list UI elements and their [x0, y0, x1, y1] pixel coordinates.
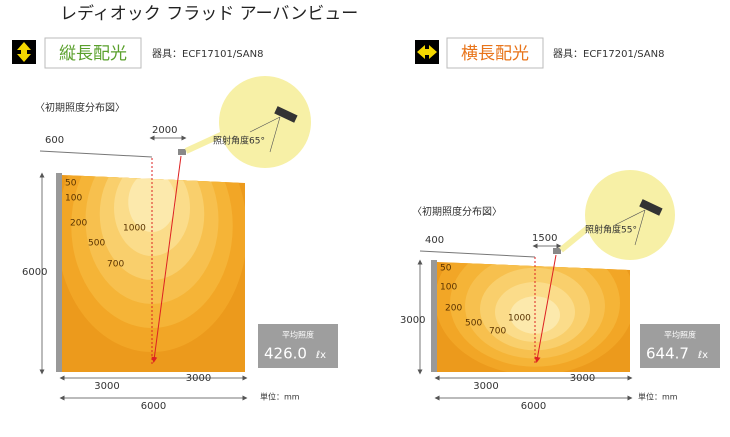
avg-label: 平均照度	[664, 330, 696, 340]
angle-label: 照射角度55°	[585, 224, 637, 236]
callout-fixture	[274, 106, 298, 123]
height-label: 3000	[400, 315, 425, 326]
half-left-label: 3000	[473, 381, 498, 392]
contour-label: 100	[440, 283, 457, 293]
unit-note: 単位：mm	[638, 392, 678, 402]
callout-angle	[249, 116, 281, 153]
unit-note: 単位：mm	[260, 392, 300, 402]
avg-unit: ℓx	[698, 350, 708, 361]
avg-box	[640, 324, 720, 368]
half-left-label: 3000	[94, 381, 119, 392]
avg-box	[258, 324, 338, 368]
offset-label: 600	[45, 135, 64, 146]
beam	[151, 155, 182, 363]
offset-label: 400	[425, 235, 444, 246]
contour-label: 200	[70, 219, 87, 229]
contour-label: 1000	[508, 314, 531, 324]
section-label: 〈初期照度分布図〉	[35, 101, 125, 114]
fixture	[178, 149, 186, 155]
contour-label: 100	[65, 194, 82, 204]
mode-box	[446, 37, 544, 69]
page-title: レディオック フラッド アーバンビュー	[60, 3, 358, 24]
fixture-label: 器具：ECF17201/SAN8	[553, 48, 664, 60]
mode-label: 縦長配光	[59, 44, 127, 64]
arrow-icon	[417, 45, 437, 59]
mode-box	[44, 37, 142, 69]
distance-label: 1500	[532, 233, 557, 244]
fixture-label: 器具：ECF17101/SAN8	[152, 48, 263, 60]
pole	[431, 260, 437, 372]
width-label: 6000	[141, 401, 166, 412]
contour-label: 700	[489, 327, 506, 337]
contour-label: 50	[65, 179, 77, 189]
half-right-label: 3000	[570, 373, 595, 384]
contour-label: 500	[465, 319, 482, 329]
beam	[534, 254, 557, 363]
avg-value: 426.0	[264, 345, 307, 363]
half-right-label: 3000	[186, 373, 211, 384]
avg-unit: ℓx	[316, 350, 326, 361]
offset-line	[39, 150, 153, 158]
pole	[56, 173, 62, 372]
callout-pointer	[184, 131, 225, 154]
arrow-icon	[17, 42, 31, 62]
callout	[219, 76, 311, 168]
callout-fixture	[639, 199, 663, 216]
section-label: 〈初期照度分布図〉	[412, 205, 502, 218]
angle-label: 照射角度65°	[213, 135, 265, 147]
contour-label: 50	[440, 264, 452, 274]
fixture	[553, 248, 561, 254]
callout-angle	[614, 209, 646, 246]
callout	[585, 170, 675, 260]
callout-pointer	[559, 224, 591, 253]
contour-label: 1000	[123, 224, 146, 234]
contour-label: 200	[445, 304, 462, 314]
height-label: 6000	[22, 267, 47, 278]
offset-line	[419, 250, 536, 258]
distance-label: 2000	[152, 125, 177, 136]
contour-label: 500	[88, 239, 105, 249]
avg-label: 平均照度	[282, 330, 314, 340]
width-label: 6000	[521, 401, 546, 412]
contour-label: 700	[107, 260, 124, 270]
avg-value: 644.7	[646, 345, 689, 363]
mode-label: 横長配光	[461, 44, 529, 64]
